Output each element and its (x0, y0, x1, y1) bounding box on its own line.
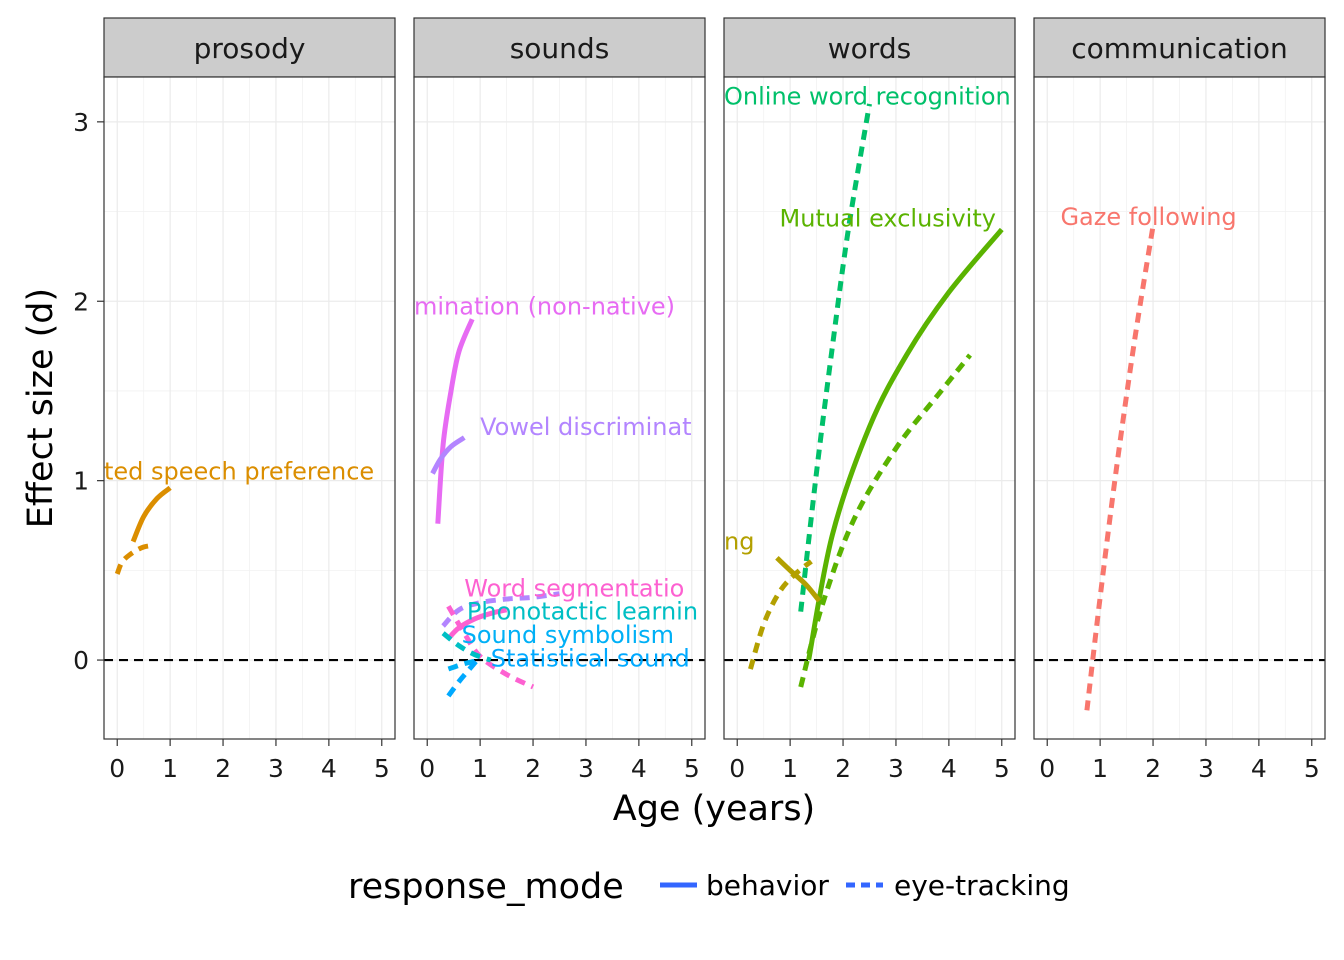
x-tick-label: 4 (941, 754, 957, 783)
series-label: Word segmentatio (464, 574, 684, 602)
series-label: ted speech preference (104, 458, 374, 486)
facet-strip (413, 17, 706, 78)
x-tick-label: 2 (215, 754, 231, 783)
series-line-statistical-sound-category-learning-eye-tracking (446, 654, 483, 698)
x-tick-label: 3 (1198, 754, 1214, 783)
series-label: ng (724, 528, 754, 556)
x-tick-label: 0 (109, 754, 125, 783)
x-tick-label: 2 (835, 754, 851, 783)
x-tick-label: 3 (578, 754, 594, 783)
facet-panel-words: words Online word recognition Mutual exclu… (723, 17, 1016, 783)
legend-label-behavior: behavior (706, 869, 829, 902)
series-line-native-vowel-discrimination-non-native--behavior (435, 318, 475, 524)
series-label: Phonotactic learnin (467, 598, 698, 626)
x-tick-label: 5 (374, 754, 390, 783)
series-group: ted speech preference (104, 458, 374, 575)
y-tick-label: 1 (73, 467, 89, 496)
series-label: Gaze following (1060, 203, 1236, 231)
y-axis-title: Effect size (d) (21, 288, 61, 528)
series-line-vowel-discrimination-eye-tracking--eye-tracking (441, 591, 560, 628)
facet-strip-label: sounds (510, 32, 610, 65)
x-tick-label: 1 (472, 754, 488, 783)
facet-strip (1033, 17, 1326, 78)
series-line-mutual-exclusivity-behavior (806, 227, 1004, 661)
series-label: Mutual exclusivity (780, 205, 996, 233)
legend: response_mode behavior eye-tracking (348, 867, 1070, 907)
x-tick-label: 1 (1092, 754, 1108, 783)
series-group: Online word recognition Mutual exclusivit… (724, 83, 1011, 688)
series-label: Vowel discriminat (480, 413, 691, 441)
x-tick-label: 4 (321, 754, 337, 783)
series-group: Gaze following (1060, 203, 1237, 711)
series-line-online-word-recognition-eye-tracking (798, 103, 872, 612)
series-label: Sound symbolism (462, 621, 674, 649)
series-label: Online word recognition (724, 83, 1011, 111)
legend-label-eye-tracking: eye-tracking (894, 869, 1070, 902)
series-group: mination (non-native) Vowel discriminat Wo… (414, 293, 698, 698)
facet-panel-prosody: prosody ted speech preference 0 1 2 3 4 5 (103, 17, 396, 783)
series-label: Statistical sound (491, 644, 690, 672)
facet-panel-sounds: sounds mination (non-native) Vowel discrim… (413, 17, 706, 783)
facet-strip-label: prosody (194, 32, 306, 65)
y-axis: 0 1 2 3 (73, 108, 104, 675)
series-label: mination (non-native) (414, 293, 675, 321)
x-tick-label: 1 (782, 754, 798, 783)
x-tick-label: 5 (1304, 754, 1320, 783)
series-line-infant-directed-speech-preference-behavior (130, 485, 172, 543)
x-tick-label: 4 (1251, 754, 1267, 783)
x-tick-label: 0 (1039, 754, 1055, 783)
x-tick-label: 5 (684, 754, 700, 783)
panel-border (103, 76, 396, 740)
facet-strip (723, 17, 1016, 78)
panel-border (413, 76, 706, 740)
series-line-mutual-exclusivity-eye-tracking--eye-tracking (798, 353, 972, 688)
facet-strip (103, 17, 396, 78)
panel-border (1033, 76, 1326, 740)
x-tick-label: 1 (162, 754, 178, 783)
facet-strip-label: communication (1071, 32, 1288, 65)
facet-panel-communication: communication Gaze following 0 1 2 3 4 5 (1033, 17, 1326, 783)
y-tick-label: 3 (73, 108, 89, 137)
x-tick-label: 2 (1145, 754, 1161, 783)
x-tick-label: 4 (631, 754, 647, 783)
x-tick-label: 3 (888, 754, 904, 783)
x-tick-label: 0 (419, 754, 435, 783)
facet-strip-label: words (828, 32, 911, 65)
x-axis-title: Age (years) (613, 789, 815, 829)
x-tick-label: 3 (268, 754, 284, 783)
series-line-phonotactic-learning-eye-tracking (441, 631, 492, 663)
series-line-unlabeled-eye-tracking (114, 542, 155, 575)
y-tick-label: 2 (73, 287, 89, 316)
series-line-sound-symbolism-eye-tracking (447, 657, 481, 672)
x-tick-label: 0 (729, 754, 745, 783)
legend-title: response_mode (348, 867, 624, 907)
series-line-word-segmentation-eye-tracking--eye-tracking (446, 604, 535, 690)
series-line-gaze-following-eye-tracking (1084, 225, 1156, 711)
series-line-word-segmentation-behavior (446, 607, 508, 641)
x-tick-label: 2 (525, 754, 541, 783)
panel-border (723, 76, 1016, 740)
series-line-vowel-discrimination-behavior (430, 435, 466, 475)
x-tick-label: 5 (994, 754, 1010, 783)
series-line-word-learning-behavior (775, 555, 822, 603)
y-tick-label: 0 (73, 646, 89, 675)
